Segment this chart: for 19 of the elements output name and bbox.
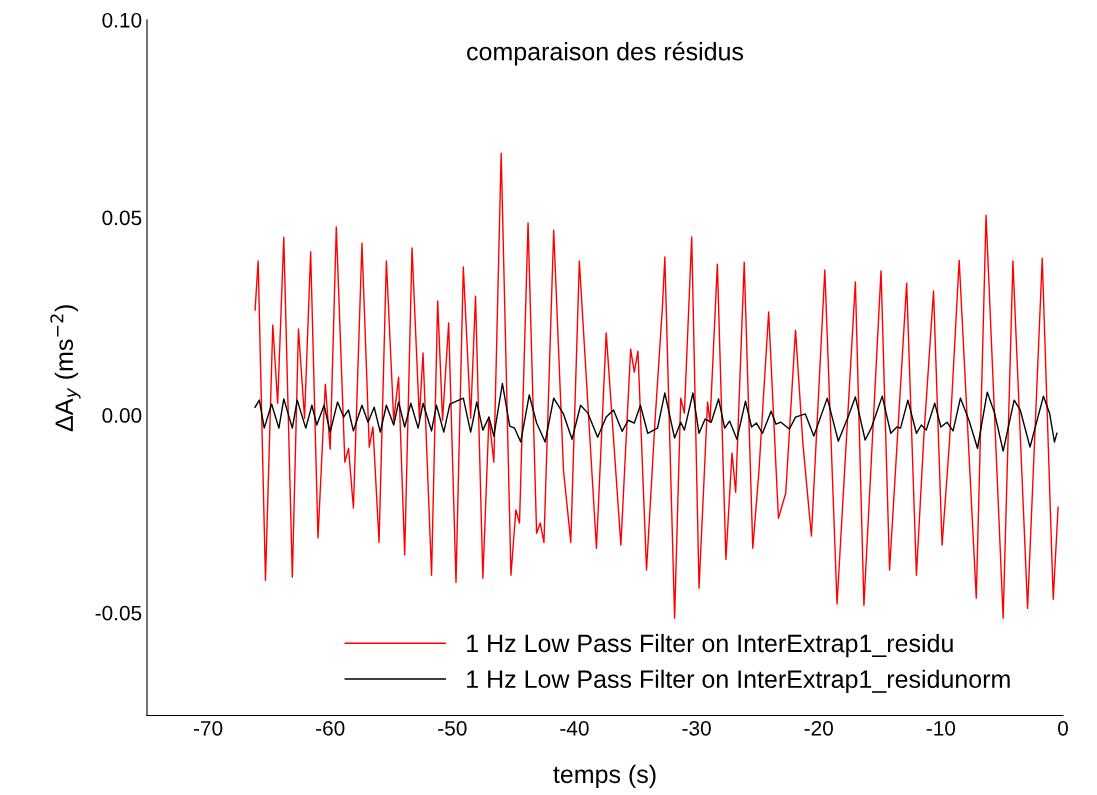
y-axis-title: ΔA$_{y}$ (ms$^{−2}$) xyxy=(50,305,81,432)
line-series xyxy=(254,382,1058,452)
x-tick-label: -60 xyxy=(316,720,345,736)
x-tick-label: -70 xyxy=(193,720,223,736)
y-tick-label: 0.05 xyxy=(102,210,142,226)
y-tick-label: -0.05 xyxy=(95,605,142,621)
x-axis-title: temps (s) xyxy=(553,764,656,789)
x-tick-label: -10 xyxy=(926,720,956,736)
x-tick-label: -40 xyxy=(560,720,589,736)
x-tick-label: 0 xyxy=(1058,720,1068,736)
x-tick-label: -50 xyxy=(438,720,467,736)
text: comparaison des résidus xyxy=(467,41,744,66)
line-series xyxy=(254,152,1059,619)
legend-label: 1 Hz Low Pass Filter on InterExtrap1_residunorm xyxy=(467,669,1010,693)
y-tick-label: 0.00 xyxy=(102,408,142,423)
legend-label: 1 Hz Low Pass Filter on InterExtrap1_residu xyxy=(467,633,953,658)
x-tick-label: -30 xyxy=(682,720,711,736)
x-tick-label: -20 xyxy=(804,720,833,736)
y-tick-label: 0.10 xyxy=(102,12,142,28)
